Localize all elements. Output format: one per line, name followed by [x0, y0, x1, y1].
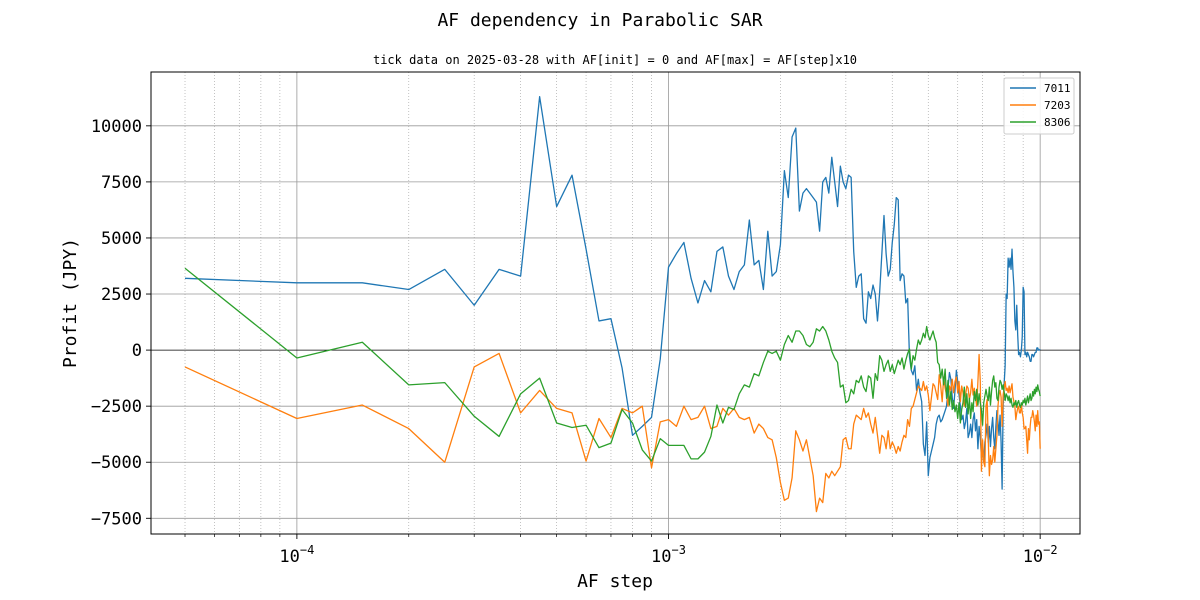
y-tick-label: −5000 — [91, 453, 142, 473]
y-tick-label: −7500 — [91, 509, 142, 529]
legend-box — [1003, 77, 1075, 135]
y-tick-label: 2500 — [101, 285, 142, 305]
axis-ticks: 10−4 10−3 10−2 −7500 −5000 −2500 0 2500 5000 7500… — [91, 117, 1058, 567]
y-tick-label: 5000 — [101, 229, 142, 249]
y-tick-label: 10000 — [91, 117, 142, 137]
series-line-7203 — [184, 352, 1041, 513]
x-tick-label: 10−3 — [651, 543, 686, 567]
chart-title: AF dependency in Parabolic SAR — [437, 10, 762, 31]
y-tick-label: 7500 — [101, 173, 142, 193]
x-axis-label: AF step — [577, 571, 653, 592]
grid — [151, 72, 1080, 534]
series-layer — [184, 96, 1041, 513]
series-line-8306 — [184, 267, 1041, 462]
legend-label-7203: 7203 — [1044, 99, 1071, 112]
chart-subtitle: tick data on 2025-03-28 with AF[init] = … — [373, 53, 857, 67]
x-tick-label: 10−2 — [1023, 543, 1058, 567]
y-tick-label: 0 — [132, 341, 142, 361]
plot-area — [150, 71, 1081, 535]
y-axis-label: Profit (JPY) — [60, 238, 81, 368]
y-tick-label: −2500 — [91, 397, 142, 417]
series-line-7011 — [184, 96, 1041, 490]
legend: 7011 7203 8306 — [1003, 77, 1075, 135]
legend-label-7011: 7011 — [1044, 82, 1071, 95]
x-tick-label: 10−4 — [279, 543, 314, 567]
legend-label-8306: 8306 — [1044, 116, 1071, 129]
